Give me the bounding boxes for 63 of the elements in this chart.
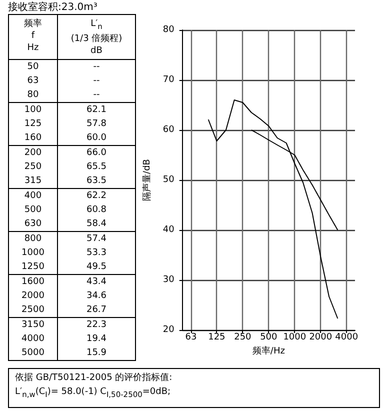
- category-label: 2500: [9, 303, 58, 317]
- text: 49.5: [86, 262, 107, 272]
- y-tick-label: 60: [162, 125, 175, 135]
- category-label: 630: [9, 217, 58, 231]
- text: 62.2: [86, 191, 107, 201]
- text: 57.8: [86, 119, 107, 129]
- text: 依据 GB/T50121-2005 的评价指标值:: [15, 372, 174, 385]
- category-label: 2000: [9, 289, 58, 303]
- text: --: [93, 62, 100, 72]
- category-label: 100: [9, 103, 58, 117]
- category-label: 1250: [9, 260, 58, 274]
- x-tick-label: 250: [234, 332, 252, 342]
- category-label: 500: [9, 203, 58, 217]
- y-tick-label: 40: [162, 225, 175, 235]
- x-tick-label: 2000: [309, 332, 332, 342]
- category-label: 1600: [9, 275, 58, 289]
- y-tick-label: 70: [162, 75, 175, 85]
- text: 53.3: [86, 248, 107, 258]
- text: --: [93, 76, 100, 86]
- category-label: 50: [9, 60, 58, 74]
- x-tick-label: 125: [208, 332, 226, 342]
- category-label: 125: [9, 117, 58, 131]
- category-label: 400: [9, 189, 58, 203]
- text: 43.4: [86, 277, 107, 287]
- x-tick-label: 1000: [283, 332, 306, 342]
- category-label: 250: [9, 160, 58, 174]
- text: 接收室容积:23.0m³: [8, 0, 98, 14]
- category-label: 5000: [9, 346, 58, 360]
- text: L′$_{n}$ (1/3 倍频程) dB: [70, 18, 124, 58]
- y-tick-label: 30: [162, 275, 175, 285]
- text: 22.3: [86, 320, 107, 330]
- text: --: [93, 90, 100, 100]
- category-label: 1000: [9, 246, 58, 260]
- category-label: 200: [9, 146, 58, 160]
- text: 63.5: [86, 176, 107, 186]
- text: 57.4: [86, 234, 107, 244]
- y-tick-label: 50: [162, 175, 175, 185]
- y-tick-label: 20: [162, 325, 175, 335]
- x-tick-label: 63: [185, 332, 197, 342]
- text: 66.0: [86, 148, 107, 158]
- text: 60.0: [86, 133, 107, 143]
- category-label: 160: [9, 131, 58, 145]
- category-label: 3150: [9, 318, 58, 332]
- y-axis-title: 隔声量/dB: [142, 159, 152, 201]
- category-label: 800: [9, 232, 58, 246]
- text: 15.9: [86, 348, 107, 358]
- text: L′$_{n,w}$(C$_{I}$)= 58.0(-1) C$_{I,50-2500}$=0dB;: [15, 386, 172, 401]
- y-tick-label: 80: [162, 25, 175, 35]
- text: 60.8: [86, 205, 107, 215]
- x-axis-title: 频率/Hz: [252, 345, 286, 356]
- x-tick-label: 4000: [335, 332, 358, 342]
- category-label: 63: [9, 74, 58, 88]
- text: 34.6: [86, 291, 107, 301]
- text: 频率 f Hz: [9, 15, 58, 59]
- text: 26.7: [86, 305, 107, 315]
- text: 62.1: [86, 105, 107, 115]
- category-label: 315: [9, 174, 58, 188]
- text: 19.4: [86, 334, 107, 344]
- category-label: 80: [9, 88, 58, 102]
- x-tick-label: 500: [260, 332, 278, 342]
- text: 65.5: [86, 162, 107, 172]
- text: 58.4: [86, 219, 107, 229]
- line-series: [208, 100, 338, 319]
